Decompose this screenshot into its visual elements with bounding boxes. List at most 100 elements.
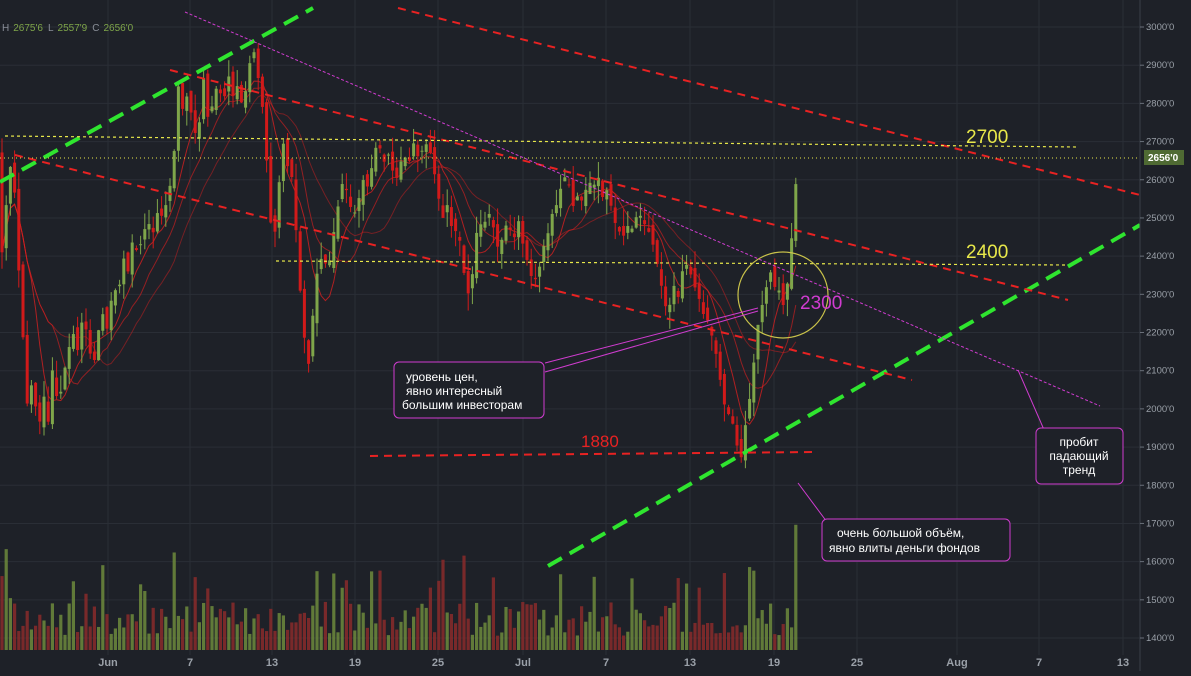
magenta-falling-trend[interactable]	[184, 11, 1101, 407]
volume-bar	[0, 576, 4, 650]
red-trend-mid[interactable]	[169, 69, 1069, 301]
volume-bar	[609, 602, 613, 650]
volume-bar	[134, 621, 138, 650]
breakout-pointer	[1017, 369, 1046, 433]
candle-body	[727, 407, 731, 415]
candle-body	[483, 221, 487, 228]
yellow-level-2700[interactable]	[4, 135, 1079, 148]
candle-body	[361, 180, 365, 205]
volume-bar	[42, 620, 46, 650]
candle-body	[273, 215, 277, 232]
volume-bar	[193, 577, 197, 650]
volume-bar	[265, 631, 269, 650]
note-breakout[interactable]: пробит падающий тренд	[1035, 427, 1124, 485]
candle-body	[794, 184, 798, 241]
volume-bar	[336, 632, 340, 650]
volume-bar	[155, 633, 159, 650]
note-breakout-line3: тренд	[1063, 463, 1095, 477]
volume-bar	[294, 622, 298, 650]
volume-bar	[693, 622, 697, 650]
ohlc-low: 2557'9	[58, 23, 88, 34]
candle-body	[244, 91, 248, 108]
candle-body	[550, 213, 554, 236]
zone-circle[interactable]	[737, 251, 829, 339]
time-axis[interactable]: Jun 7 13 19 25 Jul 7 13 19 25 Aug 7 13	[98, 657, 1129, 669]
candle-body	[554, 205, 558, 214]
candle-body	[538, 266, 542, 277]
candle-body	[365, 174, 369, 187]
volume-bar	[605, 616, 609, 650]
candle-body	[235, 86, 239, 100]
green-channel-lower[interactable]	[547, 223, 1141, 568]
volume-bar	[752, 570, 756, 650]
time-tick-label: 19	[349, 657, 361, 669]
volume-bar	[328, 633, 332, 650]
price-axis[interactable]: 3000'0 2900'0 2800'0 2700'0 2600'0 2500'0 2400…	[1139, 0, 1191, 671]
candle-body	[349, 196, 353, 207]
candle-body	[269, 156, 273, 223]
volume-bar	[365, 627, 369, 650]
volume-bar	[710, 622, 714, 650]
volume-bar	[101, 565, 105, 650]
volume-bar	[302, 612, 306, 650]
candle-body	[4, 205, 8, 249]
candle-body	[231, 71, 235, 96]
candle-body	[42, 396, 46, 428]
candle-body	[332, 232, 336, 268]
candle-body	[34, 382, 38, 407]
candle-body	[172, 151, 176, 189]
price-tick-label: 2400'0	[1146, 251, 1174, 262]
candle-body	[567, 184, 571, 186]
candle-body	[617, 226, 621, 232]
candle-body	[277, 182, 281, 228]
volume-bar	[311, 605, 315, 650]
volume-bar	[525, 604, 529, 650]
candle-body	[260, 76, 264, 107]
green-channel-upper[interactable]	[0, 6, 314, 184]
yellow-level-2400[interactable]	[275, 260, 1069, 266]
candle-body	[479, 224, 483, 237]
candle-body	[353, 212, 357, 214]
candle-body	[118, 284, 122, 287]
volume-bar	[71, 581, 75, 650]
price-tick-label: 2000'0	[1146, 404, 1174, 415]
candle-body	[584, 189, 588, 207]
red-trend-top[interactable]	[397, 7, 1141, 196]
volume-bar	[466, 618, 470, 650]
volume-bar	[290, 622, 294, 650]
volume-bar	[172, 552, 176, 650]
candle-body	[752, 362, 756, 403]
candle-body	[223, 88, 227, 97]
candle-body	[50, 370, 54, 425]
candle-body	[781, 283, 785, 306]
volume-bar	[386, 635, 390, 650]
note-volume[interactable]: очень большой объём, явно влиты деньги ф…	[821, 518, 1011, 562]
candle-body	[559, 188, 563, 209]
volume-bar	[197, 622, 201, 650]
support-1880-line[interactable]	[369, 451, 819, 457]
volume-bar	[223, 611, 227, 650]
red-trend-low[interactable]	[14, 154, 913, 381]
volume-bar	[374, 623, 378, 650]
volume-bar	[706, 622, 710, 650]
volume-bar	[592, 576, 596, 650]
volume-bar	[113, 628, 117, 650]
candle-body	[672, 285, 676, 305]
candle-body	[651, 224, 655, 245]
moving-averages	[1, 80, 797, 425]
volume-bar	[542, 609, 546, 650]
volume-bar	[651, 624, 655, 650]
volume-bar	[420, 603, 424, 650]
volume-bar	[668, 607, 672, 650]
note-investors[interactable]: уровень цен, явно интересный большим инв…	[393, 361, 545, 419]
volume-bar	[105, 614, 109, 650]
volume-bar	[483, 622, 487, 650]
candle-body	[391, 151, 395, 171]
volume-bar	[529, 604, 533, 650]
candle-body	[256, 48, 260, 79]
label-2400: 2400	[966, 242, 1008, 263]
candle-body	[760, 305, 764, 323]
